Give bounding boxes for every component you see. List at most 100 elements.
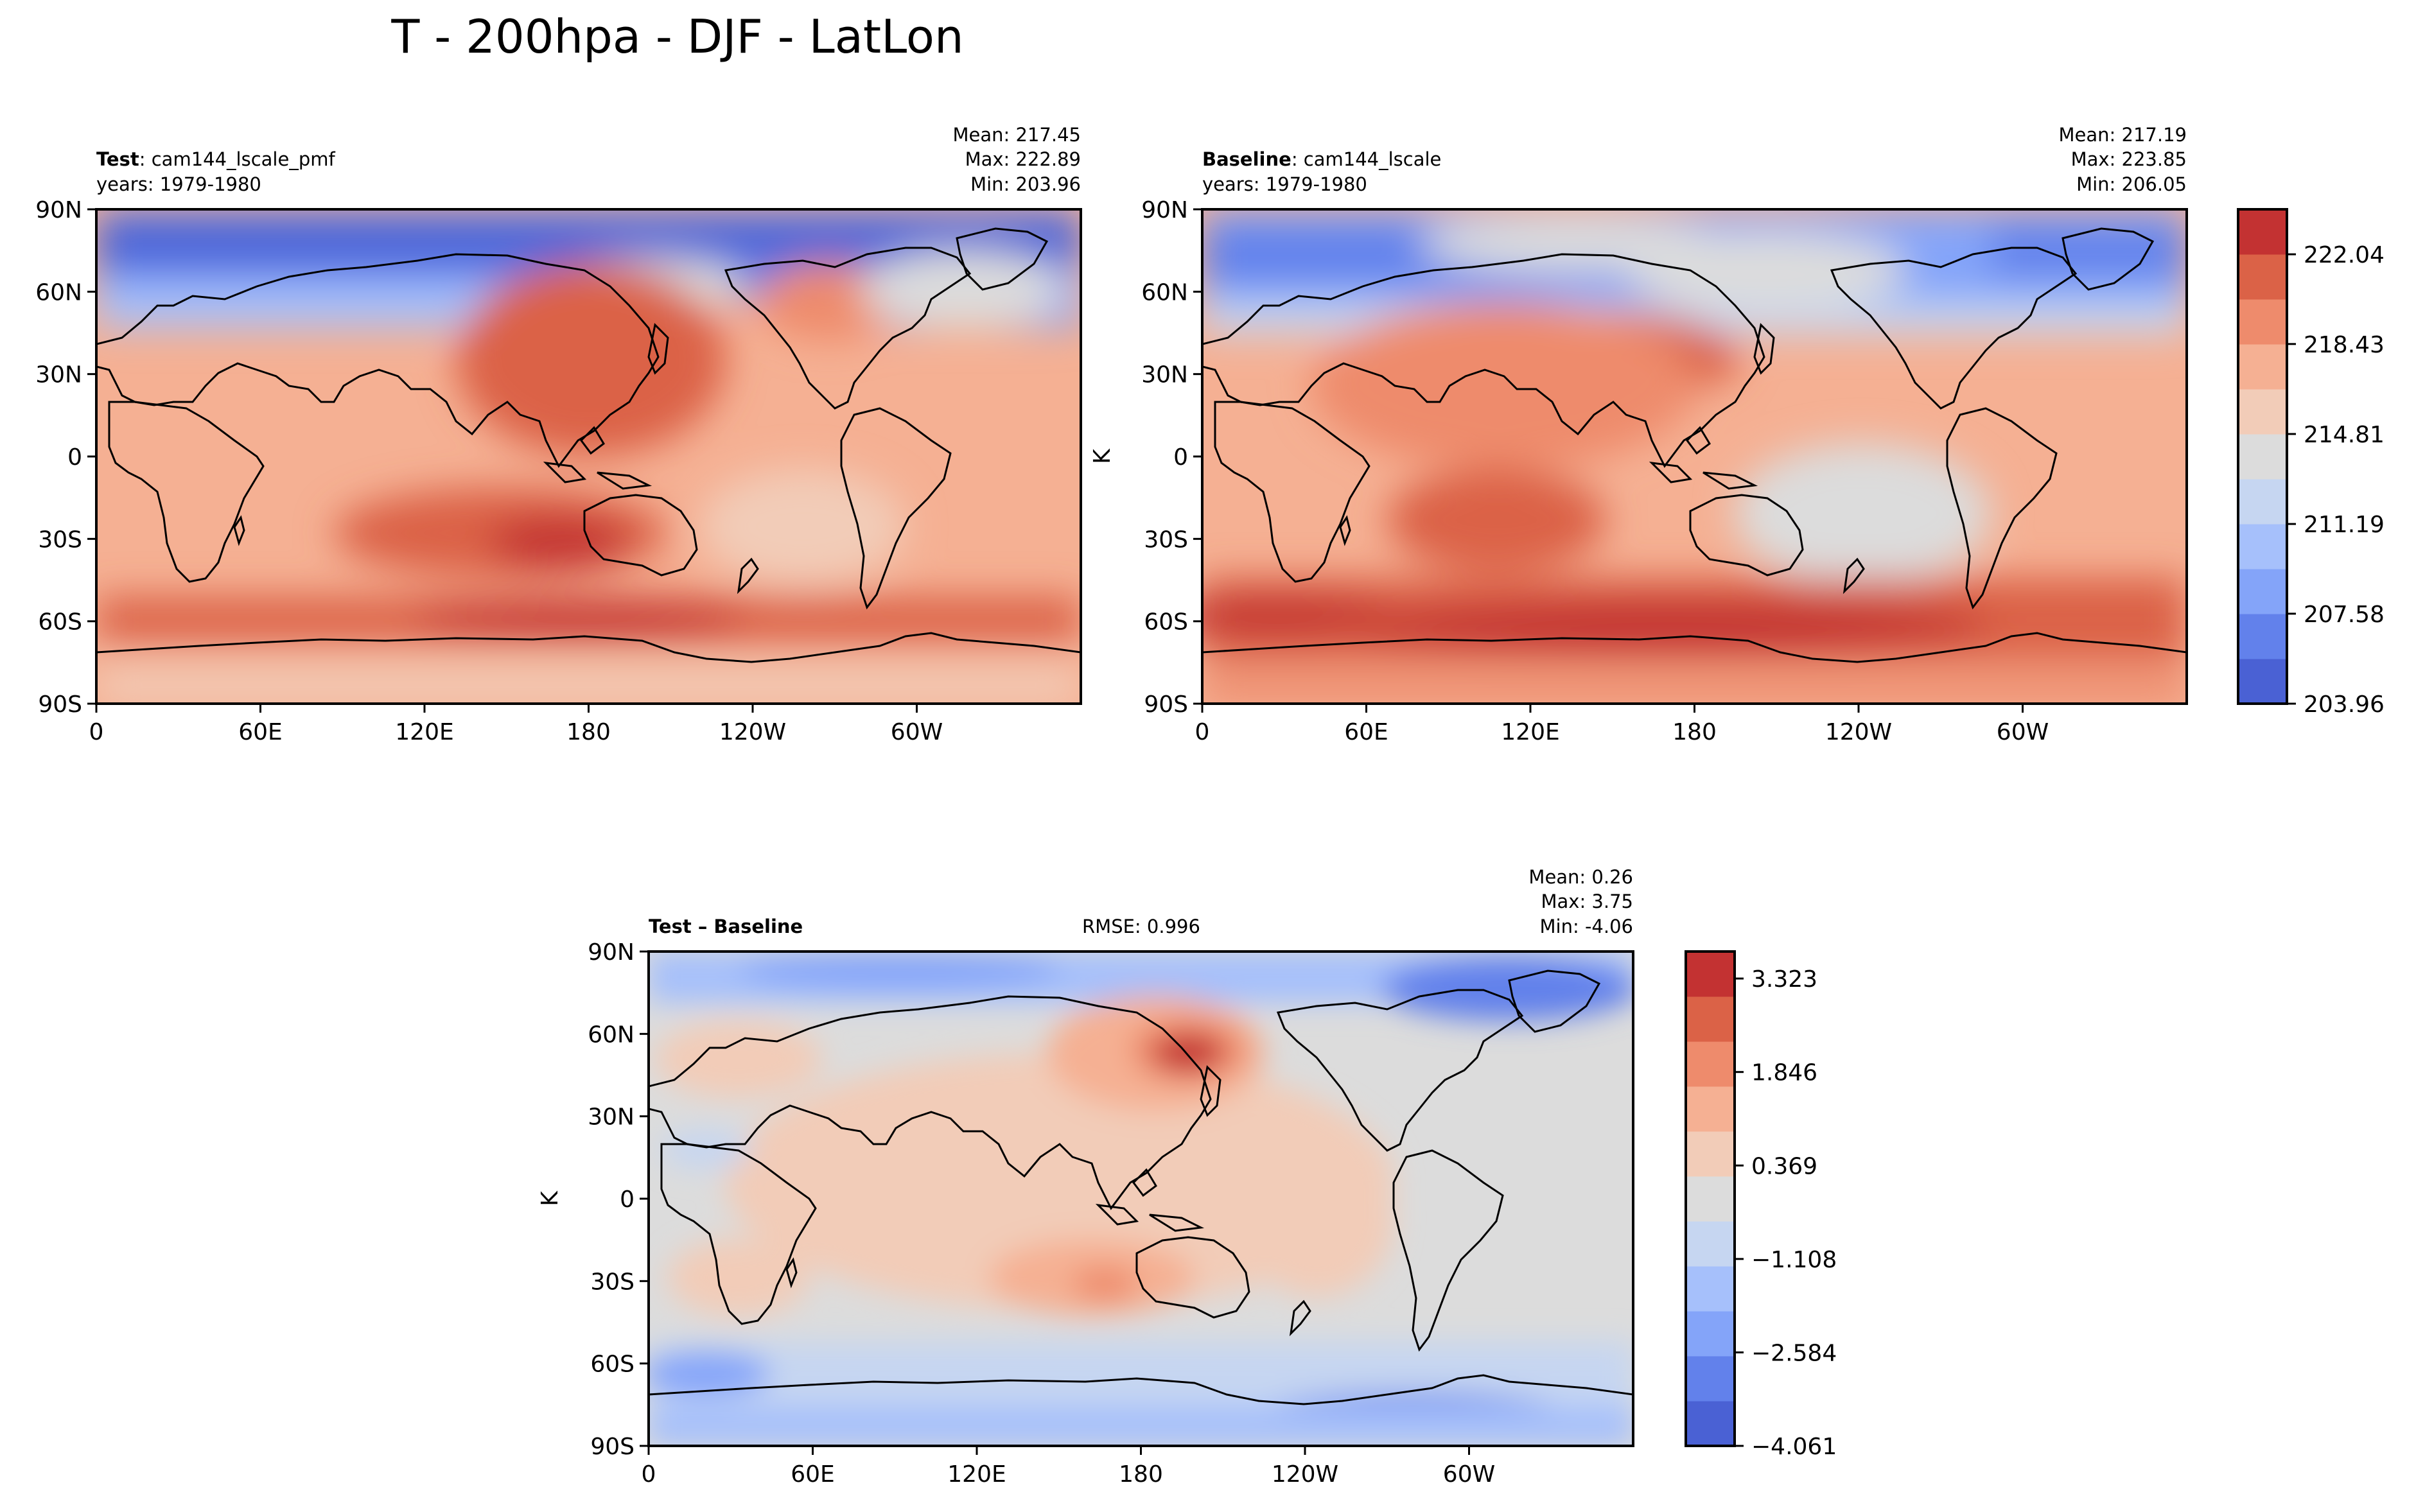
ytick-label: 90N [588, 939, 635, 966]
ytick-label: 30S [1144, 526, 1188, 553]
xtick-label: 60W [1443, 1461, 1495, 1488]
xtick-label: 120W [1272, 1461, 1338, 1488]
colorbar-tick-label: 211.19 [2304, 512, 2385, 538]
ytick-label: 90S [590, 1434, 635, 1460]
panel-diff-stat-mean: Mean: 0.26 [1528, 866, 1633, 888]
xtick-label: 120E [1501, 719, 1559, 745]
xtick-label: 60E [791, 1461, 835, 1488]
ytick-label: 0 [620, 1186, 635, 1213]
panel-baseline-stat-min: Min: 206.05 [2076, 173, 2187, 195]
colorbar-segment [1686, 1266, 1735, 1312]
ytick-label: 0 [67, 444, 82, 471]
colorbar-segment [2238, 524, 2287, 569]
ytick-label: 30N [1141, 362, 1188, 388]
colorbar-segment [2238, 254, 2287, 300]
xtick-label: 60W [1997, 719, 2049, 745]
xtick-label: 180 [1119, 1461, 1163, 1488]
panel-baseline-ticks: 0 60E 120E 180 120W 60W 90N 60N 30N 0 30S 60S 90S [1141, 197, 2049, 745]
panel-diff-rmse: RMSE: 0.996 [1082, 916, 1200, 937]
colorbar-tick-label: 214.81 [2304, 422, 2385, 448]
panel-diff-ylabel: K [537, 1190, 563, 1206]
ytick-label: 0 [1173, 444, 1188, 471]
colorbar-segment [2238, 434, 2287, 480]
xtick-label: 120E [395, 719, 453, 745]
colorbar-tick-label: 203.96 [2304, 691, 2385, 718]
panel-baseline: Mean: 217.19 Max: 223.85 Min: 206.05 Bas… [1089, 124, 2385, 745]
ytick-label: 90S [1144, 691, 1188, 718]
colorbar-segment [1686, 1131, 1735, 1177]
colorbar-segment [2238, 389, 2287, 435]
xtick-label: 0 [1195, 719, 1210, 745]
ytick-label: 30N [35, 362, 82, 388]
ytick-label: 90N [1141, 197, 1188, 223]
xtick-label: 120W [719, 719, 786, 745]
colorbar-tick-label: −2.584 [1751, 1340, 1837, 1366]
colorbar-segment [2238, 659, 2287, 704]
panel-diff-stat-max: Max: 3.75 [1541, 891, 1633, 912]
ytick-label: 30S [590, 1269, 635, 1295]
colorbar-tick-label: −1.108 [1751, 1247, 1837, 1273]
colorbar-segment [2238, 344, 2287, 390]
ytick-label: 60N [588, 1021, 635, 1048]
xtick-label: 0 [642, 1461, 656, 1488]
ytick-label: 90N [35, 197, 82, 223]
panel-test-stat-mean: Mean: 217.45 [953, 124, 1081, 146]
colorbar-segment [2238, 209, 2287, 255]
colorbar-frame [1685, 950, 1736, 1447]
panel-baseline-title-rest: : cam144_lscale [1291, 148, 1442, 170]
xtick-label: 180 [566, 719, 611, 745]
panel-test-title-rest: : cam144_lscale_pmf [139, 148, 336, 170]
ytick-label: 90S [38, 691, 82, 718]
ytick-label: 60S [590, 1351, 635, 1378]
colorbar-segment [1686, 1086, 1735, 1132]
xtick-label: 180 [1672, 719, 1717, 745]
panel-test-stat-max: Max: 222.89 [965, 148, 1081, 170]
figure-title: T - 200hpa - DJF - LatLon [390, 10, 963, 64]
panel-diff-field [649, 952, 1633, 1446]
panel-baseline-years: years: 1979-1980 [1202, 173, 1367, 195]
xtick-label: 60W [891, 719, 943, 745]
panel-test-stat-min: Min: 203.96 [970, 173, 1081, 195]
colorbar-tick-label: 207.58 [2304, 602, 2385, 628]
panel-diff-ticks: 0 60E 120E 180 120W 60W 90N 60N 30N 0 30S 60S 90S [588, 939, 1495, 1488]
panel-baseline-stat-mean: Mean: 217.19 [2059, 124, 2187, 146]
panel-baseline-ylabel: K [1089, 448, 1116, 464]
panel-test-years: years: 1979-1980 [96, 173, 261, 195]
colorbar-segment [1686, 1041, 1735, 1087]
colorbar-segment [1686, 952, 1735, 997]
ytick-label: 30N [588, 1104, 635, 1131]
colorbar-segment [1686, 1401, 1735, 1447]
colorbar-segment [1686, 996, 1735, 1042]
colorbar-tick-label: −4.061 [1751, 1434, 1837, 1460]
colorbar-tick-label: 218.43 [2304, 332, 2385, 358]
xtick-label: 120E [947, 1461, 1006, 1488]
panel-diff: Mean: 0.26 Max: 3.75 Min: -4.06 Test – B… [537, 866, 1837, 1488]
panel-test-title: Test: cam144_lscale_pmf [96, 148, 335, 170]
xtick-label: 0 [89, 719, 104, 745]
xtick-label: 120W [1825, 719, 1892, 745]
xtick-label: 60E [238, 719, 283, 745]
ytick-label: 60N [1141, 279, 1188, 306]
panel-baseline-field [1202, 209, 2187, 704]
xtick-label: 60E [1344, 719, 1388, 745]
colorbar-frame [2237, 208, 2288, 705]
panel-test-title-bold: Test [96, 148, 139, 170]
panel-test: Mean: 217.45 Max: 222.89 Min: 203.96 Tes… [35, 124, 1082, 745]
colorbar-segment [1686, 1356, 1735, 1402]
colorbar-difference: 3.323 1.846 0.369 −1.108 −2.584 −4.061 [1685, 950, 1837, 1460]
colorbar-segment [1686, 1176, 1735, 1222]
panel-test-ticks: 0 60E 120E 180 120W 60W 90N 60N 30N 0 30S 60S 90S [35, 197, 943, 745]
colorbar-segment [1686, 1221, 1735, 1267]
panel-baseline-title-bold: Baseline [1202, 148, 1291, 170]
colorbar-segment [2238, 569, 2287, 614]
panel-diff-stat-min: Min: -4.06 [1540, 916, 1633, 937]
panel-baseline-title: Baseline: cam144_lscale [1202, 148, 1441, 170]
panel-test-field [96, 209, 1081, 704]
colorbar-tick-label: 222.04 [2304, 242, 2385, 268]
colorbar-absolute: 222.04 218.43 214.81 211.19 207.58 203.96 [2237, 208, 2385, 718]
colorbar-segment [2238, 614, 2287, 659]
colorbar-tick-label: 1.846 [1751, 1060, 1817, 1086]
panel-baseline-stat-max: Max: 223.85 [2071, 148, 2187, 170]
panel-diff-title: Test – Baseline [649, 916, 803, 937]
